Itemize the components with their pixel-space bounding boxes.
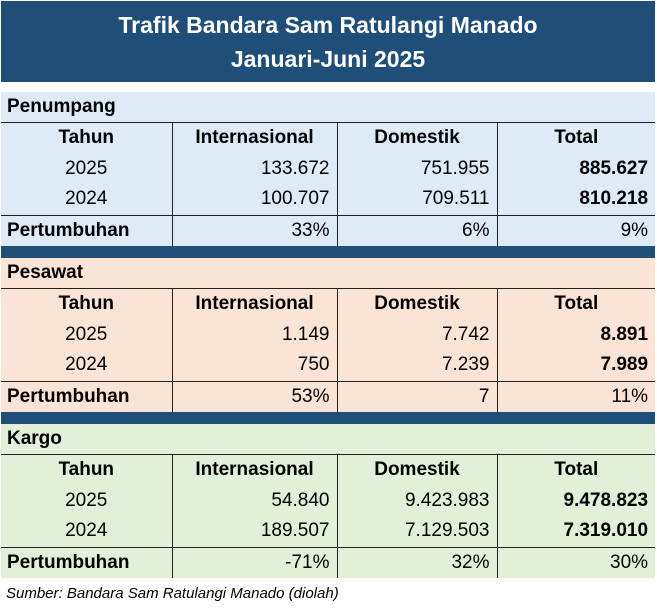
section-penumpang: Penumpang Tahun Internasional Domestik T… xyxy=(1,92,656,246)
growth-internasional: -71% xyxy=(172,546,338,578)
growth-domestik: 7 xyxy=(337,380,498,412)
report-title: Trafik Bandara Sam Ratulangi Manado xyxy=(118,12,538,38)
cell-year: 2025 xyxy=(1,485,173,516)
section-title: Pesawat xyxy=(1,258,656,289)
growth-total: 11% xyxy=(497,380,656,412)
cell-total: 7.319.010 xyxy=(563,520,649,542)
table-row: 2024 100.707 709.511 810.218 xyxy=(1,184,655,215)
growth-label: Pertumbuhan xyxy=(1,214,173,246)
cell-total: 7.989 xyxy=(600,354,649,376)
cell-domestik: 7.742 xyxy=(337,319,498,350)
table-header-row: Tahun Internasional Domestik Total xyxy=(1,122,655,153)
cell-domestik: 709.511 xyxy=(337,184,498,215)
growth-row: Pertumbuhan 33% 6% 9% xyxy=(1,214,656,246)
table-row: 2025 54.840 9.423.983 9.478.823 xyxy=(1,485,655,516)
cell-internasional: 189.507 xyxy=(172,516,338,547)
cell-year: 2024 xyxy=(1,184,173,215)
section-separator xyxy=(1,412,655,424)
column-header-domestik: Domestik xyxy=(337,288,498,319)
cell-total: 9.478.823 xyxy=(563,489,649,511)
cell-year: 2024 xyxy=(1,350,173,381)
cell-domestik: 9.423.983 xyxy=(337,485,498,516)
section-title-row: Penumpang xyxy=(1,92,656,123)
growth-domestik: 32% xyxy=(337,546,498,578)
cell-domestik: 751.955 xyxy=(337,153,498,184)
growth-internasional: 33% xyxy=(172,214,338,246)
section-title-row: Kargo xyxy=(1,424,656,455)
growth-internasional: 53% xyxy=(172,380,338,412)
cell-domestik: 7.129.503 xyxy=(337,516,498,547)
cell-domestik: 7.239 xyxy=(337,350,498,381)
cell-year: 2024 xyxy=(1,516,173,547)
section-separator xyxy=(1,82,655,92)
report-period: Januari-Juni 2025 xyxy=(230,46,426,72)
cell-year: 2025 xyxy=(1,153,173,184)
table-row: 2024 750 7.239 7.989 xyxy=(1,350,655,381)
section-kargo: Kargo Tahun Internasional Domestik Total… xyxy=(1,424,656,578)
column-header-tahun: Tahun xyxy=(1,454,173,485)
column-header-tahun: Tahun xyxy=(1,122,173,153)
column-header-tahun: Tahun xyxy=(1,288,173,319)
cell-total: 8.891 xyxy=(600,323,649,345)
column-header-total: Total xyxy=(554,458,599,480)
section-pesawat: Pesawat Tahun Internasional Domestik Tot… xyxy=(1,258,656,412)
source-note: Sumber: Bandara Sam Ratulangi Manado (di… xyxy=(6,585,339,602)
section-title-row: Pesawat xyxy=(1,258,656,289)
column-header-domestik: Domestik xyxy=(337,454,498,485)
table-row: 2025 1.149 7.742 8.891 xyxy=(1,319,655,350)
growth-domestik: 6% xyxy=(337,214,498,246)
growth-label: Pertumbuhan xyxy=(1,546,173,578)
growth-total: 30% xyxy=(497,546,656,578)
growth-row: Pertumbuhan 53% 7 11% xyxy=(1,380,656,412)
growth-total: 9% xyxy=(497,214,656,246)
column-header-domestik: Domestik xyxy=(337,122,498,153)
column-header-internasional: Internasional xyxy=(172,288,338,319)
section-separator xyxy=(1,246,655,258)
section-title: Kargo xyxy=(1,424,656,455)
column-header-total: Total xyxy=(554,126,599,148)
cell-total: 810.218 xyxy=(579,188,649,210)
cell-internasional: 100.707 xyxy=(172,184,338,215)
cell-total: 885.627 xyxy=(579,157,649,179)
table-row: 2025 133.672 751.955 885.627 xyxy=(1,153,655,184)
cell-internasional: 54.840 xyxy=(172,485,338,516)
column-header-total: Total xyxy=(554,292,599,314)
cell-internasional: 133.672 xyxy=(172,153,338,184)
section-title: Penumpang xyxy=(1,92,656,123)
cell-year: 2025 xyxy=(1,319,173,350)
cell-internasional: 750 xyxy=(172,350,338,381)
column-header-internasional: Internasional xyxy=(172,454,338,485)
growth-label: Pertumbuhan xyxy=(1,380,173,412)
table-header-row: Tahun Internasional Domestik Total xyxy=(1,288,655,319)
growth-row: Pertumbuhan -71% 32% 30% xyxy=(1,546,656,578)
table-header-row: Tahun Internasional Domestik Total xyxy=(1,454,655,485)
table-row: 2024 189.507 7.129.503 7.319.010 xyxy=(1,516,655,547)
report-header: Trafik Bandara Sam Ratulangi Manado Janu… xyxy=(1,1,655,82)
cell-internasional: 1.149 xyxy=(172,319,338,350)
column-header-internasional: Internasional xyxy=(172,122,338,153)
